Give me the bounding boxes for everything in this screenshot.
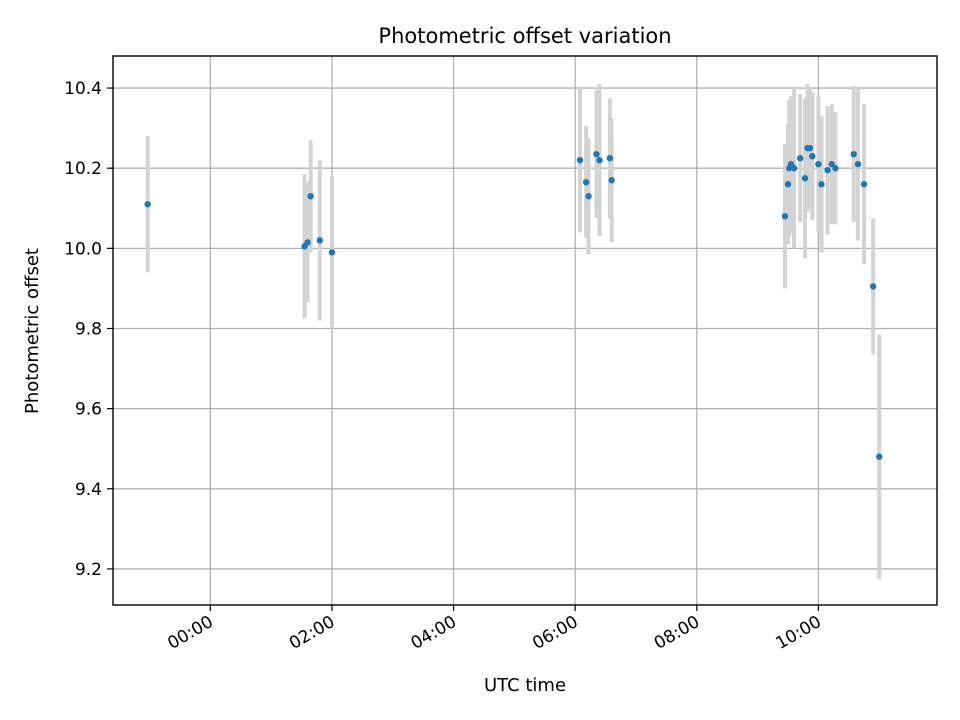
data-points [144, 144, 883, 460]
data-point [801, 175, 809, 182]
data-point [796, 154, 804, 162]
y-tick-label: 9.2 [75, 560, 102, 580]
y-axis-label: Photometric offset [22, 248, 43, 414]
data-point [815, 160, 822, 168]
y-tick-label: 10.4 [64, 79, 102, 99]
data-point [144, 201, 151, 208]
data-point [854, 160, 862, 168]
data-point [593, 150, 600, 158]
chart-title: Photometric offset variation [378, 24, 671, 48]
data-point [876, 453, 883, 460]
data-point [790, 165, 798, 172]
data-point [806, 144, 814, 152]
data-point [784, 181, 792, 188]
data-point [304, 239, 311, 246]
y-tick-label: 9.8 [75, 319, 102, 339]
data-point [328, 249, 336, 256]
data-point [818, 181, 825, 188]
data-point [832, 165, 839, 172]
y-axis-ticks: 9.2 9.4 9.6 9.8 10.0 10.2 10.4 [64, 79, 113, 580]
data-point [809, 152, 816, 160]
data-point [576, 156, 584, 164]
data-point [781, 213, 789, 220]
data-point [582, 179, 590, 186]
data-point [606, 154, 614, 162]
data-point [860, 181, 868, 188]
y-tick-label: 10.0 [64, 239, 102, 259]
data-point [307, 193, 314, 200]
y-tick-label: 9.6 [75, 400, 102, 420]
data-point [608, 177, 615, 184]
data-point [869, 283, 877, 290]
data-point [596, 156, 603, 164]
data-point [824, 167, 831, 174]
x-axis-label: UTC time [484, 675, 566, 696]
plot-frame [112, 55, 938, 606]
y-tick-label: 9.4 [75, 480, 102, 500]
y-tick-label: 10.2 [64, 159, 102, 179]
data-point [850, 150, 857, 158]
data-point [316, 237, 323, 244]
data-point [585, 193, 592, 200]
